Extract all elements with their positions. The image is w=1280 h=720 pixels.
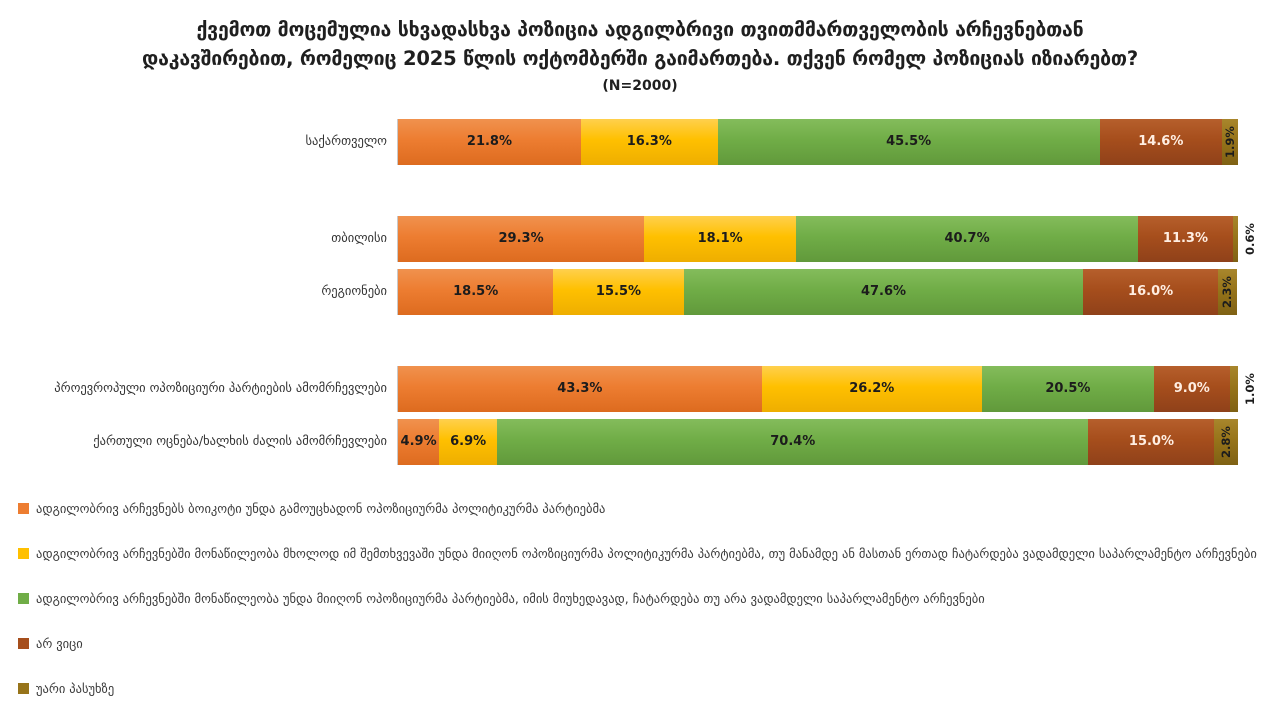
bar-row: რეგიონები 18.5% 15.5% 47.6% 16.0% 2.3% [0, 265, 1280, 318]
legend-label: არ ვიცი [36, 636, 83, 651]
legend-label: ადგილობრივ არჩევნებში მონაწილეობა უნდა მ… [36, 591, 985, 606]
bar-value-label: 47.6% [860, 284, 907, 299]
category-label: საქართველო [305, 133, 387, 149]
bar-value-label: 21.8% [466, 134, 513, 149]
chart-row-spacer [0, 318, 1280, 362]
bar-segment: 1.0% [1229, 365, 1257, 412]
bar-value-label: 45.5% [886, 134, 932, 149]
bar-value-label: 4.9% [400, 434, 437, 449]
bar-row: ქართული ოცნება/ხალხის ძალის ამომრჩევლები… [0, 415, 1280, 468]
legend-label: ადგილობრივ არჩევნებს ბოიკოტი უნდა გამოუც… [36, 501, 606, 516]
chart-title-line1: ქვემოთ მოცემულია სხვადასხვა პოზიცია ადგი… [196, 18, 1084, 41]
bar-row: პროევროპული ოპოზიციური პარტიების ამომრჩე… [0, 362, 1280, 415]
legend-item: უარი პასუხზე [18, 678, 1258, 699]
bar-value-label: 9.0% [1173, 381, 1210, 396]
bar-segment: 9.0% [1153, 365, 1230, 412]
legend-swatch [18, 593, 29, 604]
bar-segment: 1.9% [1222, 118, 1238, 165]
bar-segment: 14.6% [1099, 118, 1223, 165]
stacked-bar: 4.9% 6.9% 70.4% 15.0% 2.8% [397, 418, 1238, 465]
chart-legend: ადგილობრივ არჩევნებს ბოიკოტი უნდა გამოუც… [18, 498, 1280, 699]
legend-swatch [18, 548, 29, 559]
bar-value-label: 15.5% [595, 284, 642, 299]
bar-segment: 20.5% [981, 365, 1154, 412]
bar-value-label: 15.0% [1128, 434, 1175, 449]
bar-value-label: 14.6% [1138, 134, 1184, 149]
bar-value-label: 2.8% [1219, 425, 1234, 458]
stacked-bar: 43.3% 26.2% 20.5% 9.0% 1.0% [397, 365, 1257, 412]
bar-value-label: 16.0% [1128, 284, 1174, 299]
category-label: რეგიონები [321, 283, 387, 299]
category-label: ქართული ოცნება/ხალხის ძალის ამომრჩევლები [93, 433, 387, 449]
legend-label: ადგილობრივ არჩევნებში მონაწილეობა მხოლოდ… [36, 546, 1257, 561]
bar-segment: 4.9% [398, 418, 440, 465]
bar-value-label: 26.2% [849, 381, 895, 396]
category-label: თბილისი [331, 230, 387, 246]
bar-segment: 43.3% [398, 365, 762, 412]
bar-segment: 15.5% [553, 268, 684, 315]
bar-value-label: 20.5% [1045, 381, 1091, 396]
bar-segment: 47.6% [683, 268, 1084, 315]
legend-item: არ ვიცი [18, 633, 1258, 654]
bar-segment: 29.3% [398, 215, 645, 262]
chart-title-line2: დაკავშირებით, რომელიც 2025 წლის ოქტომბერ… [142, 47, 1138, 70]
bar-value-label: 1.0% [1242, 372, 1257, 405]
bar-segment: 26.2% [761, 365, 982, 412]
legend-item: ადგილობრივ არჩევნებში მონაწილეობა უნდა მ… [18, 588, 1258, 609]
bar-segment: 16.0% [1083, 268, 1218, 315]
stacked-bar-chart: საქართველო 21.8% 16.3% 45.5% 14.6% 1.9% თბილის… [0, 115, 1280, 468]
bar-value-label: 40.7% [944, 231, 990, 246]
bar-row: საქართველო 21.8% 16.3% 45.5% 14.6% 1.9% [0, 115, 1280, 168]
bar-segment: 45.5% [717, 118, 1100, 165]
sample-size: (N=2000) [602, 78, 678, 94]
bar-segment: 16.3% [580, 118, 718, 165]
legend-label: უარი პასუხზე [36, 681, 115, 696]
bar-value-label: 0.6% [1242, 222, 1257, 255]
bar-segment: 40.7% [796, 215, 1139, 262]
bar-segment: 15.0% [1088, 418, 1215, 465]
chart-row-spacer [0, 168, 1280, 212]
chart-rows: საქართველო 21.8% 16.3% 45.5% 14.6% 1.9% თბილის… [0, 115, 1280, 468]
bar-segment: 18.5% [398, 268, 554, 315]
bar-segment: 18.1% [644, 215, 797, 262]
bar-value-label: 11.3% [1162, 231, 1209, 246]
bar-segment: 6.9% [439, 418, 498, 465]
bar-segment: 21.8% [398, 118, 581, 165]
legend-swatch [18, 638, 29, 649]
bar-value-label: 18.1% [697, 231, 743, 246]
bar-value-label: 18.5% [453, 284, 499, 299]
bar-value-label: 16.3% [626, 134, 672, 149]
bar-value-label: 2.3% [1220, 275, 1235, 308]
bar-segment: 70.4% [497, 418, 1089, 465]
bar-row: თბილისი 29.3% 18.1% 40.7% 11.3% 0.6% [0, 212, 1280, 265]
bar-value-label: 29.3% [498, 231, 544, 246]
bar-segment: 2.8% [1214, 418, 1238, 465]
chart-title: ქვემოთ მოცემულია სხვადასხვა პოზიცია ადგი… [0, 15, 1280, 94]
bar-value-label: 1.9% [1223, 125, 1238, 158]
bar-segment: 11.3% [1138, 215, 1233, 262]
legend-swatch [18, 503, 29, 514]
stacked-bar: 18.5% 15.5% 47.6% 16.0% 2.3% [397, 268, 1238, 315]
legend-item: ადგილობრივ არჩევნებში მონაწილეობა მხოლოდ… [18, 543, 1258, 564]
bar-segment: 2.3% [1217, 268, 1238, 315]
bar-value-label: 43.3% [557, 381, 603, 396]
stacked-bar: 21.8% 16.3% 45.5% 14.6% 1.9% [397, 118, 1238, 165]
bar-value-label: 70.4% [770, 434, 816, 449]
legend-item: ადგილობრივ არჩევნებს ბოიკოტი უნდა გამოუც… [18, 498, 1258, 519]
category-label: პროევროპული ოპოზიციური პარტიების ამომრჩე… [54, 380, 387, 396]
stacked-bar: 29.3% 18.1% 40.7% 11.3% 0.6% [397, 215, 1257, 262]
bar-segment: 0.6% [1232, 215, 1257, 262]
bar-value-label: 6.9% [450, 434, 487, 449]
legend-swatch [18, 683, 29, 694]
